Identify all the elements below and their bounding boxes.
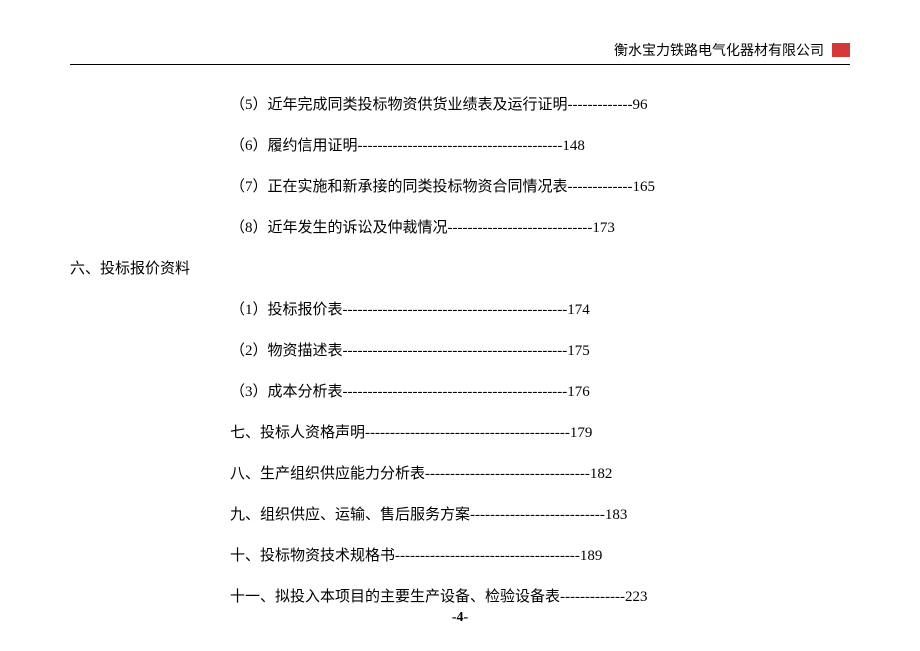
toc-text: （1）投标报价表 bbox=[230, 298, 343, 319]
toc-item: （1）投标报价表 -------------------------------… bbox=[70, 298, 850, 319]
toc-dash: ------------- bbox=[560, 589, 625, 606]
toc-page: 223 bbox=[625, 589, 648, 606]
toc-dash: ----------------------------- bbox=[448, 220, 593, 237]
toc-item: （8）近年发生的诉讼及仲裁情况 ------------------------… bbox=[70, 216, 850, 237]
toc-page: 148 bbox=[562, 138, 585, 155]
toc-text: （7）正在实施和新承接的同类投标物资合同情况表 bbox=[230, 175, 568, 196]
logo-badge bbox=[832, 43, 850, 57]
toc-item: 七、投标人资格声明 ------------------------------… bbox=[70, 421, 850, 442]
toc-page: 174 bbox=[567, 302, 590, 319]
toc-text: （3）成本分析表 bbox=[230, 380, 343, 401]
toc-text: （8）近年发生的诉讼及仲裁情况 bbox=[230, 216, 448, 237]
toc-content: （5）近年完成同类投标物资供货业绩表及运行证明 ------------- 96… bbox=[70, 93, 850, 606]
toc-text: 七、投标人资格声明 bbox=[230, 421, 365, 442]
toc-dash: ------------------------------------- bbox=[395, 548, 580, 565]
toc-page: 173 bbox=[592, 220, 615, 237]
toc-item: （5）近年完成同类投标物资供货业绩表及运行证明 ------------- 96 bbox=[70, 93, 850, 114]
toc-dash: --------------------------- bbox=[470, 507, 605, 524]
page-number: -4- bbox=[0, 610, 920, 626]
toc-page: 96 bbox=[632, 97, 647, 114]
toc-dash: --------------------------------- bbox=[425, 466, 590, 483]
toc-page: 183 bbox=[605, 507, 628, 524]
toc-dash: ----------------------------------------… bbox=[343, 384, 568, 401]
toc-text: 十、投标物资技术规格书 bbox=[230, 544, 395, 565]
toc-item: 八、生产组织供应能力分析表 --------------------------… bbox=[70, 462, 850, 483]
toc-text: （5）近年完成同类投标物资供货业绩表及运行证明 bbox=[230, 93, 568, 114]
page-header: 衡水宝力铁路电气化器材有限公司 bbox=[70, 40, 850, 65]
toc-item: （2）物资描述表 -------------------------------… bbox=[70, 339, 850, 360]
toc-section: 六、投标报价资料 bbox=[70, 257, 850, 278]
toc-page: 176 bbox=[567, 384, 590, 401]
toc-item: （7）正在实施和新承接的同类投标物资合同情况表 ------------- 16… bbox=[70, 175, 850, 196]
toc-dash: ------------- bbox=[568, 179, 633, 196]
toc-item: 十、投标物资技术规格书 ----------------------------… bbox=[70, 544, 850, 565]
toc-dash: ----------------------------------------… bbox=[343, 302, 568, 319]
toc-item: （3）成本分析表 -------------------------------… bbox=[70, 380, 850, 401]
company-name: 衡水宝力铁路电气化器材有限公司 bbox=[614, 40, 824, 60]
toc-dash: ----------------------------------------… bbox=[358, 138, 563, 155]
toc-text: （6）履约信用证明 bbox=[230, 134, 358, 155]
toc-text: 八、生产组织供应能力分析表 bbox=[230, 462, 425, 483]
toc-page: 189 bbox=[580, 548, 603, 565]
toc-page: 182 bbox=[590, 466, 613, 483]
toc-page: 179 bbox=[570, 425, 593, 442]
toc-text: 十一、拟投入本项目的主要生产设备、检验设备表 bbox=[230, 585, 560, 606]
toc-item: 十一、拟投入本项目的主要生产设备、检验设备表 ------------- 223 bbox=[70, 585, 850, 606]
toc-item: 九、组织供应、运输、售后服务方案 -----------------------… bbox=[70, 503, 850, 524]
toc-page: 165 bbox=[632, 179, 655, 196]
toc-text: （2）物资描述表 bbox=[230, 339, 343, 360]
toc-item: （6）履约信用证明 ------------------------------… bbox=[70, 134, 850, 155]
toc-dash: ------------- bbox=[568, 97, 633, 114]
toc-dash: ----------------------------------------… bbox=[343, 343, 568, 360]
toc-dash: ----------------------------------------… bbox=[365, 425, 570, 442]
toc-page: 175 bbox=[567, 343, 590, 360]
toc-text: 六、投标报价资料 bbox=[70, 257, 190, 278]
toc-text: 九、组织供应、运输、售后服务方案 bbox=[230, 503, 470, 524]
